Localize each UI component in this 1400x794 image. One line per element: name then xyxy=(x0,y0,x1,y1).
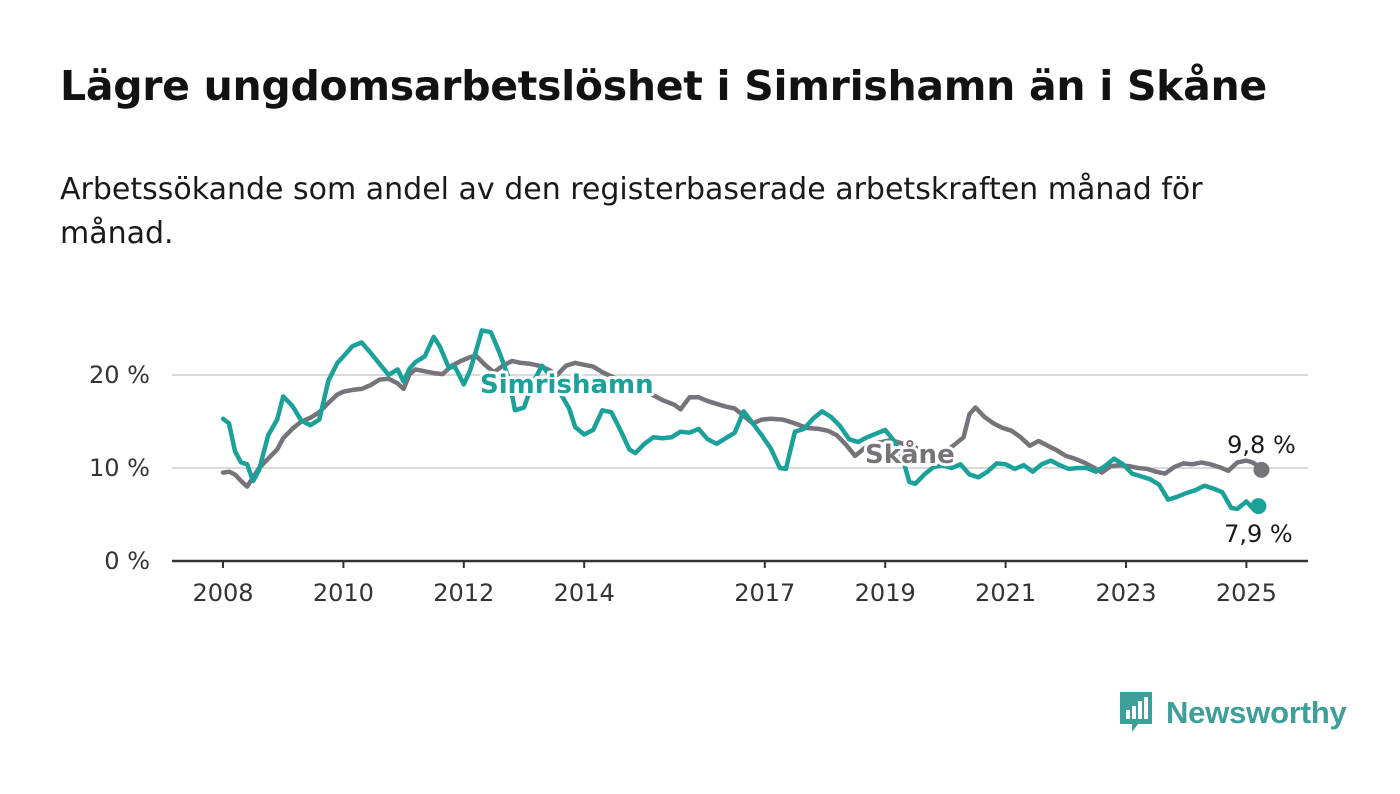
x-tick-label: 2012 xyxy=(433,579,494,607)
sk-ne-series-label: Skåne xyxy=(865,438,955,470)
newsworthy-logo-icon xyxy=(1120,692,1152,732)
sk-ne-end-value-label: 9,8 % xyxy=(1227,431,1296,459)
x-tick-label: 2025 xyxy=(1216,579,1277,607)
y-tick-label: 20 % xyxy=(89,361,150,389)
series-labels: Skåne 9,8 % Simrishamn 7,9 % xyxy=(477,367,1298,551)
y-tick-label: 0 % xyxy=(104,547,150,575)
sk-ne-end-point xyxy=(1253,461,1270,478)
simrishamn-line xyxy=(220,328,1261,512)
x-axis-ticks: 2008 2010 2012 2014 2017 2019 2021 2023 2025 xyxy=(192,561,1277,607)
series-lines xyxy=(220,328,1264,512)
x-tick-label: 2014 xyxy=(554,579,615,607)
y-axis-ticks: 0 % 10 % 20 % xyxy=(89,361,150,575)
x-tick-label: 2017 xyxy=(734,579,795,607)
y-tick-label: 10 % xyxy=(89,454,150,482)
x-tick-label: 2008 xyxy=(192,579,253,607)
chart-subtitle: Arbetssökande som andel av den registerb… xyxy=(60,172,1203,251)
simrishamn-series-label: Simrishamn xyxy=(480,370,654,400)
chart-title: Lägre ungdomsarbetslöshet i Simrishamn ä… xyxy=(60,62,1267,110)
simrishamn-end-value-label: 7,9 % xyxy=(1224,520,1293,548)
brand-name: Newsworthy xyxy=(1166,695,1347,730)
x-tick-label: 2023 xyxy=(1095,579,1156,607)
newsworthy-brand[interactable]: Newsworthy xyxy=(1118,690,1347,736)
x-tick-label: 2010 xyxy=(313,579,374,607)
x-tick-label: 2021 xyxy=(975,579,1036,607)
simrishamn-end-point xyxy=(1250,498,1267,515)
x-tick-label: 2019 xyxy=(855,579,916,607)
gridlines xyxy=(172,374,1308,469)
